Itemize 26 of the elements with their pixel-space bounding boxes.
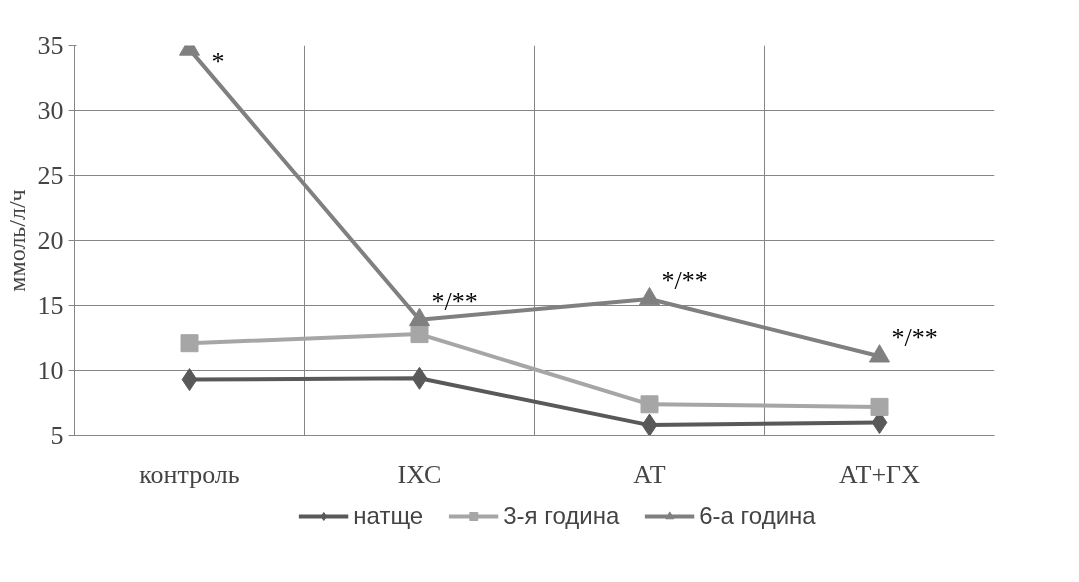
x-tick-label: ІХС xyxy=(397,459,442,489)
y-tick-label: 20 xyxy=(37,226,64,255)
x-tick-label: АТ xyxy=(633,459,666,489)
x-tick-label: АТ+ГХ xyxy=(839,459,921,489)
point xyxy=(411,366,428,390)
annotation: * xyxy=(211,47,225,77)
y-tick-label: 15 xyxy=(37,291,64,320)
annotation: */** xyxy=(661,266,708,295)
y-tick-label: 5 xyxy=(50,421,64,450)
y-tick-label: 35 xyxy=(37,31,64,60)
point xyxy=(641,413,658,436)
y-tick-label: 10 xyxy=(37,356,64,385)
legend-label: 3-я година xyxy=(503,502,620,530)
point xyxy=(181,368,198,392)
y-tick-label: 25 xyxy=(37,161,64,190)
point xyxy=(410,325,429,344)
point xyxy=(640,395,659,414)
x-tick-label: контроль xyxy=(139,459,240,489)
annotation: */** xyxy=(431,286,478,316)
point xyxy=(870,397,889,416)
annotation: */** xyxy=(891,323,938,353)
y-axis-title: ммоль/л/ч xyxy=(3,189,30,292)
point xyxy=(180,334,199,353)
legend-label: натще xyxy=(353,502,424,530)
legend-label: 6-а година xyxy=(699,502,816,530)
y-tick-label: 30 xyxy=(37,96,64,125)
